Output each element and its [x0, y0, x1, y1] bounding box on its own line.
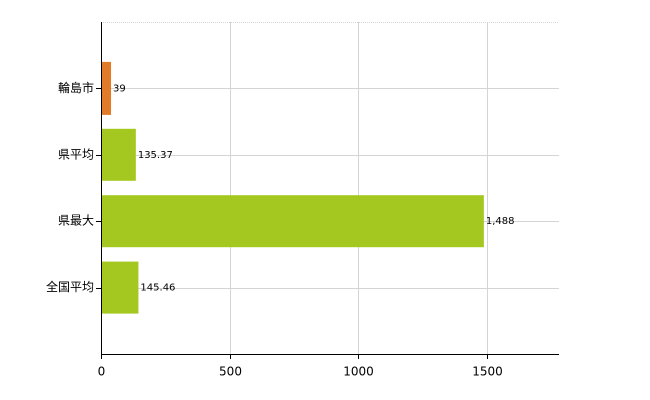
bar: [101, 61, 112, 115]
bar: [101, 128, 136, 181]
x-tick-label: 1000: [343, 365, 374, 379]
y-tick-label: 県平均: [58, 147, 94, 161]
value-label: 135.37: [138, 150, 173, 161]
y-tick-label: 県最大: [58, 214, 94, 228]
value-label: 1,488: [486, 216, 515, 227]
bar: [101, 261, 139, 314]
x-tick-label: 500: [219, 365, 242, 379]
value-label: 39: [113, 83, 126, 94]
y-tick-label: 輪島市: [58, 80, 94, 95]
y-tick-label: 全国平均: [46, 279, 94, 294]
value-label: 145.46: [140, 283, 175, 294]
x-tick-label: 0: [98, 365, 106, 379]
bar: [101, 195, 484, 248]
x-tick-label: 1500: [472, 365, 503, 379]
